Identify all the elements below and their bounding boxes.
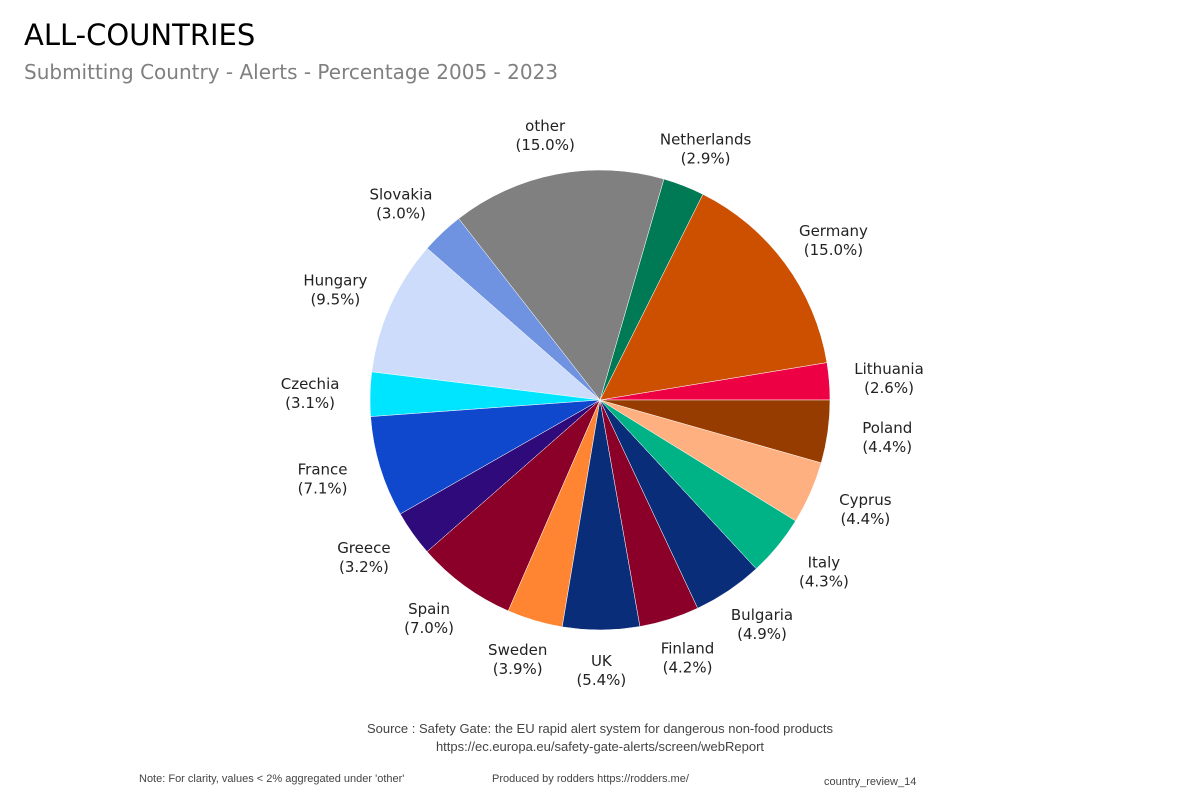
slice-label: Sweden [488,641,547,659]
slice-label: Slovakia [369,186,432,204]
slice-percent-label: (4.4%) [862,438,912,456]
slice-label: Cyprus [839,491,892,509]
slice-label: France [298,461,348,479]
slice-label: Greece [337,539,390,557]
chart-title: ALL-COUNTRIES [24,18,256,52]
slice-percent-label: (2.9%) [681,150,731,168]
slice-percent-label: (2.6%) [864,379,914,397]
pie-slice-germany [599,193,828,401]
slice-percent-label: (7.1%) [298,480,348,498]
slice-label: Spain [408,600,450,618]
slice-percent-label: (4.4%) [840,510,890,528]
slice-label: Czechia [281,375,340,393]
slice-label: Finland [661,639,715,657]
slice-percent-label: (7.0%) [404,619,454,637]
slice-percent-label: (3.9%) [493,660,543,678]
slice-percent-label: (9.5%) [310,291,360,309]
slice-label: Lithuania [854,360,923,378]
chart-subtitle: Submitting Country - Alerts - Percentage… [24,60,559,84]
slice-percent-label: (5.4%) [576,671,626,689]
slice-label: Bulgaria [731,606,793,624]
pie-slice-other [458,169,665,401]
slice-label: UK [591,652,613,670]
slice-label: other [525,117,566,135]
slice-percent-label: (4.9%) [737,625,787,643]
slice-label: Italy [808,554,841,572]
pie-slice-poland [599,399,831,464]
slice-label: Hungary [303,272,367,290]
slice-percent-label: (3.1%) [285,394,335,412]
pie-slice-spain [426,399,601,612]
slice-label: Germany [799,222,868,240]
slice-percent-label: (4.3%) [799,573,849,591]
slice-percent-label: (15.0%) [804,241,863,259]
pie-slice-hungary [371,247,601,401]
slice-percent-label: (15.0%) [515,136,574,154]
report-id: country_review_14 [824,776,917,788]
source-url: https://ec.europa.eu/safety-gate-alerts/… [435,739,765,754]
produced-by-text: Produced by rodders https://rodders.me/ [492,773,689,785]
slice-label: Poland [862,419,912,437]
slice-percent-label: (4.2%) [663,658,713,676]
slice-percent-label: (3.0%) [376,205,426,223]
slice-label: Netherlands [660,131,752,149]
source-text: Source : Safety Gate: the EU rapid alert… [366,721,834,736]
note-text: Note: For clarity, values < 2% aggregate… [139,773,405,785]
pie-slice-france [370,399,601,515]
slice-percent-label: (3.2%) [339,558,389,576]
